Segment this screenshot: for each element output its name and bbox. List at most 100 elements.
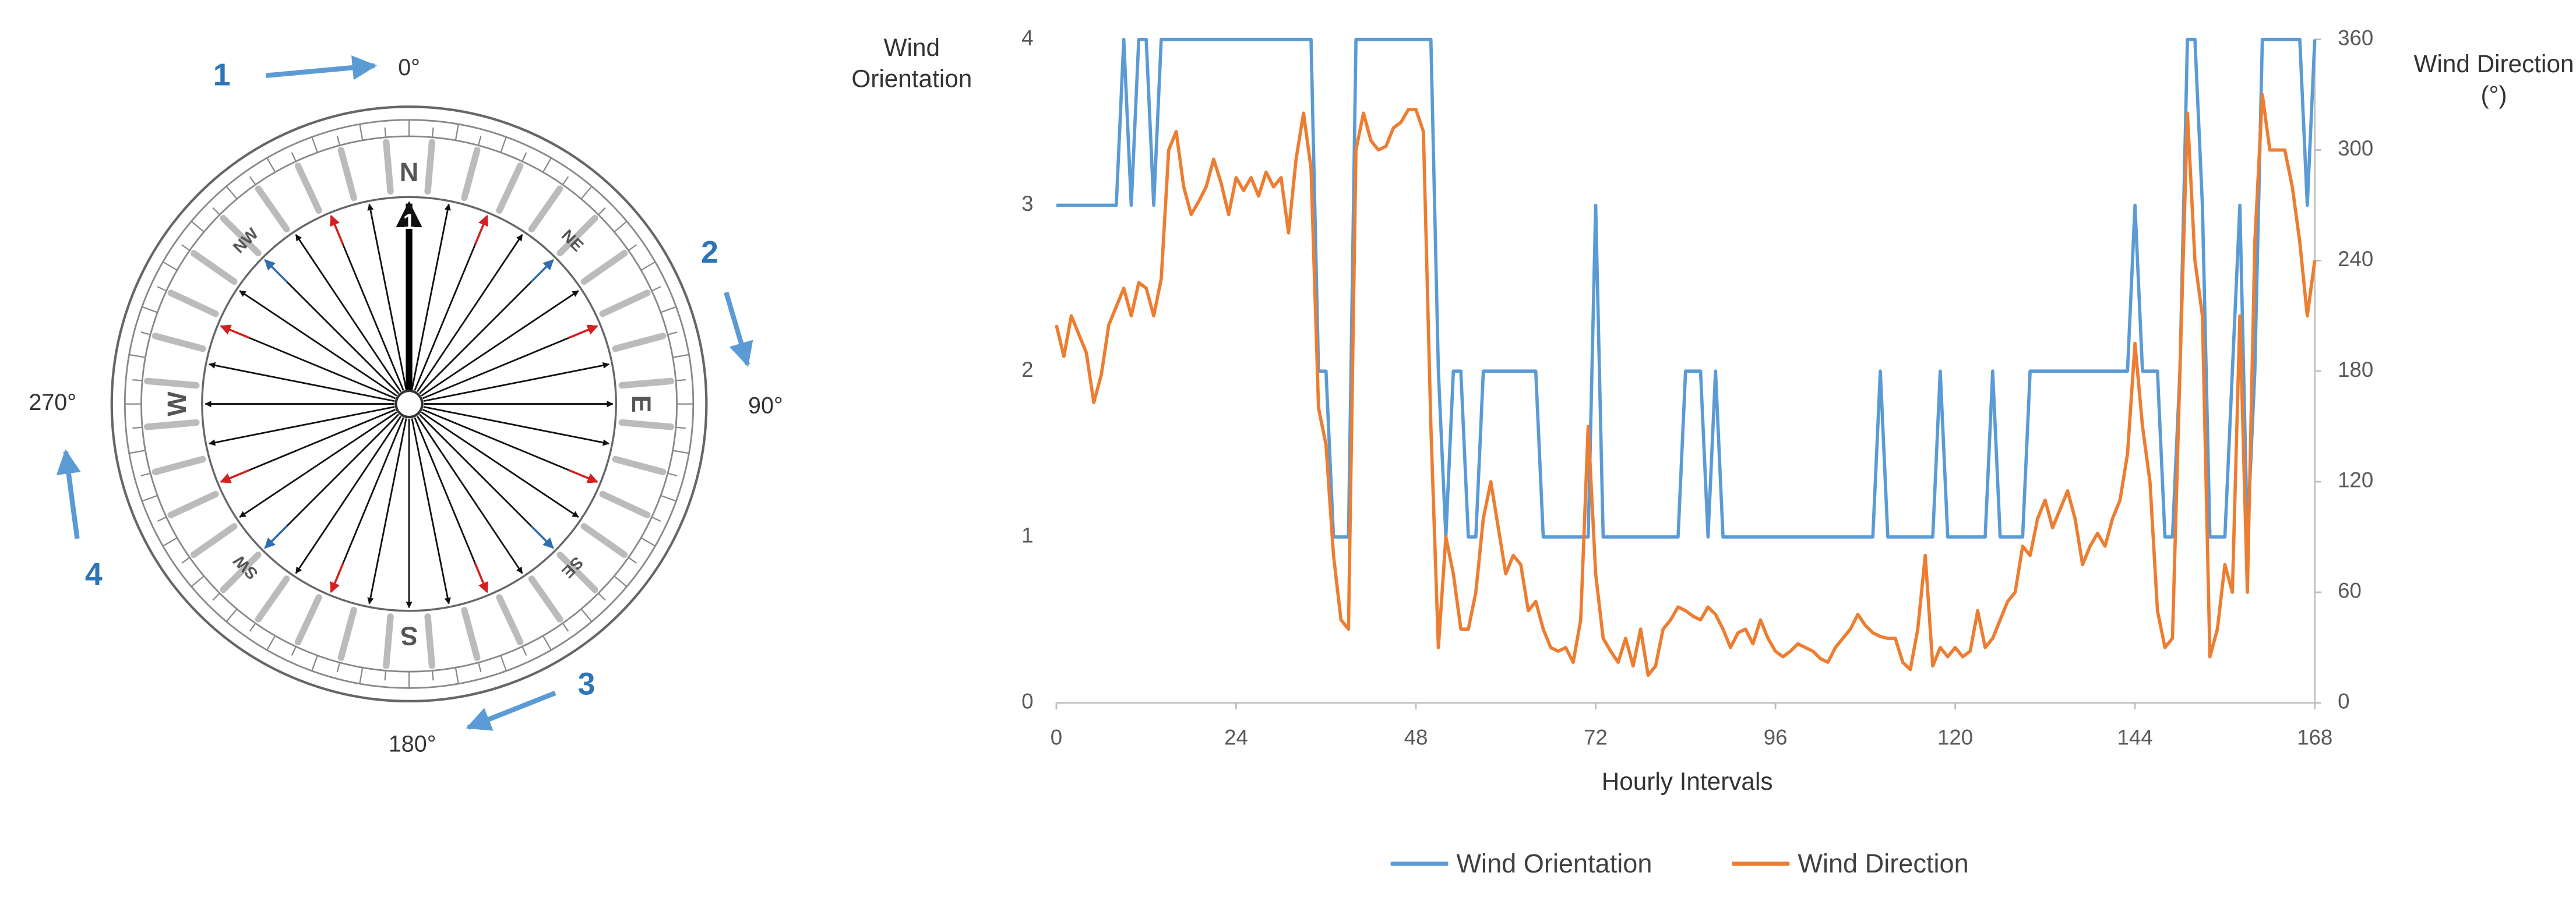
petal: [612, 333, 667, 352]
y2-tick-label: 300: [2338, 136, 2373, 160]
y2-tick-label: 0: [2338, 689, 2349, 713]
direction-arrow: [330, 417, 404, 593]
compass-point: N: [400, 157, 419, 187]
petal: [580, 523, 628, 558]
degree-tick: [163, 261, 178, 271]
compass-point: W: [162, 391, 192, 416]
degree-tick: [542, 157, 552, 173]
legend-label: Wind Orientation: [1456, 849, 1652, 878]
y-tick-label: 2: [1021, 358, 1033, 381]
degree-tick: [628, 244, 637, 251]
direction-arrow: [414, 417, 488, 593]
direction-arrow: [264, 414, 400, 549]
step-label: 4: [85, 557, 103, 592]
direction-arrow: [416, 415, 523, 574]
direction-arrow: [295, 234, 402, 393]
petal: [294, 162, 322, 214]
rotation-arrow: [724, 291, 753, 367]
compass-point: E: [626, 395, 656, 413]
petal: [612, 455, 667, 475]
petal: [424, 139, 436, 195]
direction-arrow: [330, 215, 404, 391]
petal: [220, 214, 262, 257]
petal: [383, 613, 394, 669]
rotation-arrow: [466, 690, 556, 731]
direction-arrow: [295, 415, 402, 574]
petal: [496, 162, 524, 214]
degree-tick: [660, 494, 676, 502]
y2-tick-label: 60: [2338, 579, 2362, 603]
arrow-tip: [568, 324, 598, 339]
petal: [461, 147, 481, 202]
degree-tick: [651, 286, 661, 292]
petal: [496, 594, 524, 646]
y-tick-label: 1: [1021, 524, 1033, 547]
degree-tick: [598, 592, 606, 601]
arrow-tip: [264, 259, 288, 283]
degree-tick: [129, 354, 146, 358]
direction-arrow: [421, 411, 579, 518]
petal: [461, 607, 481, 661]
direction-arrow: [411, 203, 451, 390]
petal: [599, 490, 651, 518]
petal: [151, 455, 206, 475]
arrow-tip: [220, 324, 251, 339]
degree-tick: [477, 136, 482, 146]
series-line: [1056, 37, 2317, 539]
degree-tick: [521, 646, 527, 656]
step-label: 3: [578, 667, 595, 702]
outer-ring: [110, 105, 708, 703]
direction-arrow: [264, 259, 400, 394]
petal: [167, 490, 219, 518]
degree-tick: [640, 261, 656, 271]
x-axis-title: Hourly Intervals: [1601, 768, 1773, 797]
degree-tick: [384, 670, 387, 681]
degree-tick: [181, 244, 191, 251]
degree-tick: [614, 575, 628, 587]
degree-tick: [249, 176, 256, 185]
degree-tick: [266, 635, 276, 651]
direction-arrow: [367, 418, 407, 605]
degree-tick: [336, 662, 341, 673]
arrow-tip: [474, 214, 489, 245]
degree-tick: [212, 592, 220, 601]
direction-arrow: [414, 215, 488, 391]
compass-point: S: [400, 621, 418, 651]
degree-tick: [500, 136, 507, 153]
x-tick-label: 72: [1584, 725, 1608, 749]
degree-tick: [291, 152, 297, 162]
x-tick-label: 168: [2297, 725, 2332, 749]
direction-arrow: [422, 409, 598, 483]
degree-tick: [181, 557, 191, 564]
petal: [151, 333, 206, 352]
degree-label: 0°: [398, 55, 420, 80]
degree-tick: [266, 157, 276, 173]
degree-tick: [454, 124, 459, 141]
degree-tick: [225, 608, 238, 622]
legend-label: Wind Direction: [1798, 849, 1968, 878]
degree-tick: [157, 286, 167, 292]
degree-tick: [163, 537, 178, 547]
degree-tick: [542, 635, 552, 651]
arrow-tip: [530, 259, 554, 283]
petal: [599, 289, 651, 317]
arrow-tip: [264, 525, 288, 549]
y-tick-label: 4: [1021, 26, 1033, 50]
degree-tick: [140, 472, 151, 477]
petal: [255, 185, 290, 232]
petal: [424, 613, 436, 669]
direction-arrow: [423, 406, 610, 446]
series-line: [1055, 93, 2317, 677]
y-tick-label: 3: [1021, 192, 1033, 215]
degree-tick: [142, 494, 158, 502]
degree-tick: [212, 207, 220, 215]
direction-arrow: [367, 203, 407, 390]
degree-tick: [562, 623, 569, 632]
degree-tick: [580, 186, 593, 200]
arrow-tip: [330, 563, 344, 593]
degree-label: 270°: [29, 390, 76, 415]
direction-arrow: [419, 414, 554, 549]
direction-arrow: [209, 362, 395, 402]
